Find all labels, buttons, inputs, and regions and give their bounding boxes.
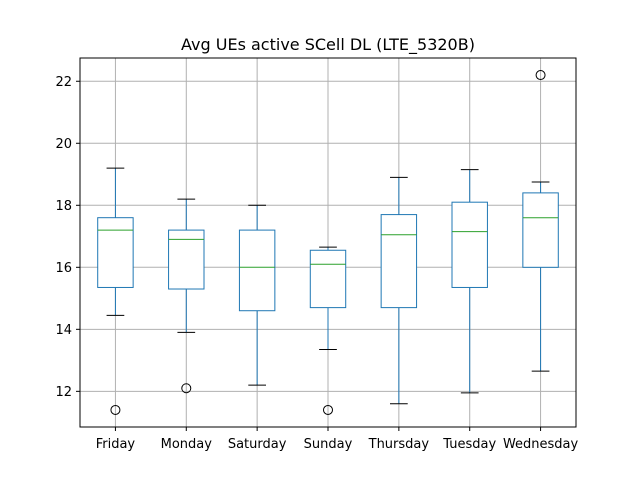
y-tick-label: 18 [55,199,72,214]
box-monday [168,198,205,394]
box-body [380,214,418,309]
box-thursday [380,176,418,405]
y-tick-label: 12 [55,385,72,400]
box-body [522,192,559,268]
x-tick-label: Tuesday [442,437,496,452]
box-friday [97,167,134,415]
y-tick-label: 20 [55,137,72,152]
box-wednesday [522,70,559,372]
x-tick-label: Sunday [304,437,353,452]
x-tick-label: Saturday [228,437,287,452]
outlier-point [181,383,192,394]
axes: Friday Monday Saturday Sunday Thursday Tuesda… [55,75,578,452]
x-tick-label: Monday [161,437,213,452]
box-tuesday [451,169,488,394]
outlier-point [323,404,333,415]
box-body [238,229,276,312]
box-body [451,201,488,288]
boxes [97,70,559,415]
grid-lines [80,58,576,427]
chart-title: Avg UEs active SCell DL (LTE_5320B) [181,35,475,55]
y-tick-label: 22 [55,75,72,90]
x-tick-label: Friday [96,437,136,452]
outlier-point [110,404,121,415]
x-tick-label: Thursday [368,437,430,452]
y-tick-label: 16 [55,261,72,276]
box-body [168,229,205,290]
box-body [309,249,347,309]
x-tick-label: Wednesday [503,437,579,452]
box-sunday [309,246,347,415]
outlier-point [535,70,546,81]
box-body [97,217,134,288]
box-saturday [238,204,276,386]
y-tick-label: 14 [55,323,72,338]
